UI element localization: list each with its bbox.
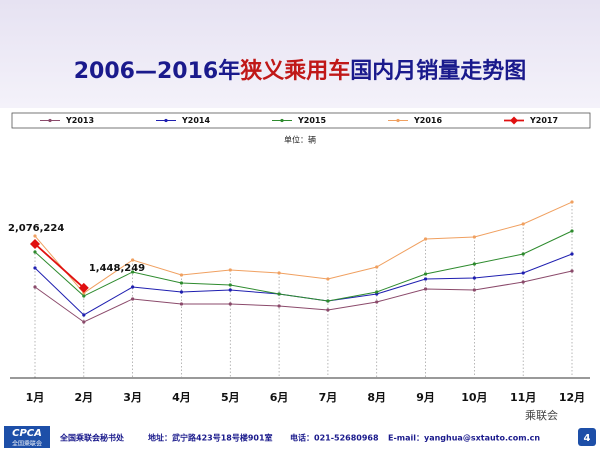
- marker: [131, 297, 135, 301]
- watermark: 乘联会: [525, 409, 558, 422]
- marker: [131, 270, 135, 274]
- legend-marker: [396, 118, 400, 123]
- title-part: 狭义乘用车: [239, 58, 350, 84]
- page-number: 4: [584, 433, 591, 444]
- marker: [277, 271, 281, 275]
- legend-label: Y2016: [413, 116, 442, 125]
- title-band: [0, 0, 600, 108]
- marker: [82, 291, 86, 295]
- page-box: [578, 428, 596, 446]
- series-line: [34, 243, 85, 289]
- marker: [33, 234, 37, 238]
- legend-marker: [164, 118, 168, 123]
- marker: [570, 252, 574, 256]
- marker: [179, 290, 184, 294]
- legend-label: Y2014: [181, 116, 210, 125]
- marker: [375, 300, 379, 304]
- marker: [472, 262, 476, 266]
- x-tick-label: 9月: [416, 391, 435, 404]
- marker: [30, 238, 40, 249]
- marker: [82, 313, 86, 317]
- marker: [277, 292, 281, 296]
- footer-phone: 电话：021-52680968: [290, 433, 379, 443]
- marker: [375, 265, 379, 269]
- x-tick-label: 6月: [270, 391, 289, 404]
- x-tick-label: 12月: [559, 391, 585, 404]
- x-tick-label: 4月: [172, 391, 191, 404]
- marker: [472, 276, 476, 280]
- series-line: [34, 230, 573, 302]
- marker: [521, 222, 525, 226]
- x-tick-label: 10月: [461, 391, 487, 404]
- series-line: [34, 270, 573, 323]
- marker: [33, 266, 37, 270]
- marker: [78, 282, 89, 293]
- marker: [131, 285, 135, 289]
- marker: [179, 281, 184, 285]
- marker: [423, 277, 428, 281]
- title-part: 国内月销量走势图: [350, 58, 526, 84]
- marker: [33, 250, 37, 254]
- chart-title: 2006—2016年狭义乘用车国内月销量走势图: [74, 58, 527, 84]
- footer-address: 地址：武宁路423号18号楼901室: [148, 433, 273, 443]
- marker: [277, 304, 281, 308]
- x-tick-label: 7月: [319, 391, 338, 404]
- footer-email: E-mail：yanghua@sxtauto.com.cn: [388, 434, 540, 443]
- legend-marker: [510, 116, 518, 125]
- x-tick-label: 3月: [123, 391, 142, 404]
- marker: [570, 269, 574, 273]
- marker: [472, 288, 476, 292]
- marker: [375, 290, 379, 294]
- marker: [521, 280, 525, 284]
- x-tick-label: 2月: [74, 391, 93, 404]
- footer-org: 全国乘联会秘书处: [59, 433, 125, 443]
- footer-band: [0, 424, 600, 450]
- legend-marker: [48, 118, 52, 123]
- series-line: [34, 201, 573, 294]
- marker: [179, 302, 184, 306]
- logo-box: [4, 426, 50, 448]
- marker: [228, 302, 232, 306]
- x-tick-label: 1月: [26, 391, 45, 404]
- legend-label: Y2015: [297, 116, 326, 125]
- marker: [326, 277, 330, 281]
- marker: [326, 299, 330, 303]
- marker: [570, 200, 574, 204]
- marker: [228, 268, 232, 272]
- marker: [570, 229, 574, 233]
- title-part: 2006—2016年: [74, 58, 240, 84]
- marker: [179, 273, 184, 277]
- legend-marker: [280, 118, 284, 123]
- marker: [521, 271, 525, 275]
- unit-label: 单位：辆: [284, 135, 316, 145]
- marker: [82, 294, 86, 298]
- marker: [472, 235, 476, 239]
- marker: [82, 320, 86, 324]
- marker: [131, 258, 135, 262]
- x-tick-label: 5月: [221, 391, 240, 404]
- marker: [521, 252, 525, 256]
- marker: [228, 288, 232, 292]
- x-tick-label: 11月: [510, 391, 536, 404]
- plot: 1月 2月 3月 4月 5月 6月 7月 8月 9月 10月 11月 12月 2,076,224 1,44…: [8, 200, 585, 404]
- data-label: 2,076,224: [8, 223, 64, 234]
- legend-label: Y2017: [529, 116, 558, 125]
- marker: [423, 272, 428, 276]
- x-tick-label: 8月: [367, 391, 386, 404]
- marker: [228, 283, 232, 287]
- marker: [326, 308, 330, 312]
- legend-box: [11, 112, 591, 129]
- logo-sub: 全国乘联会: [12, 440, 42, 448]
- logo: CPCA: [12, 428, 42, 439]
- marker: [33, 285, 37, 289]
- marker: [423, 237, 428, 241]
- marker: [423, 287, 428, 291]
- legend-label: Y2013: [65, 116, 94, 125]
- data-label: 1,448,249: [89, 263, 145, 274]
